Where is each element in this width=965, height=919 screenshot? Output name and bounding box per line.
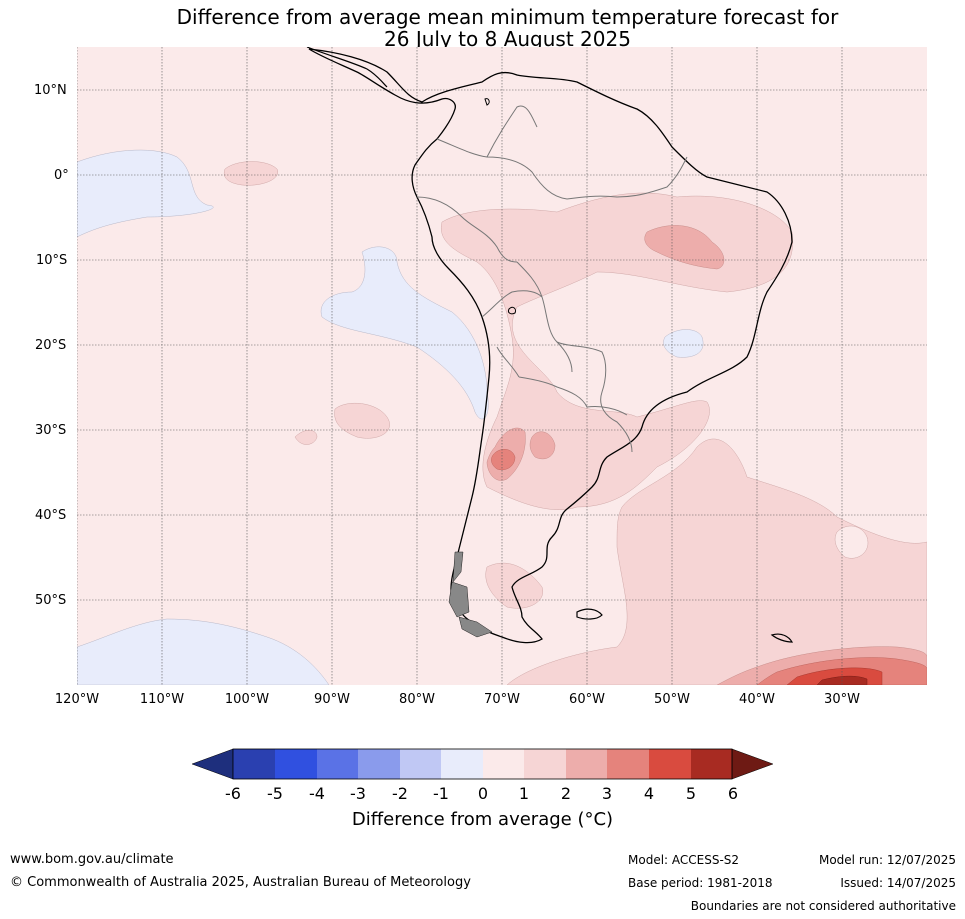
lat-label-0: 0° xyxy=(54,168,69,183)
boundaries-disclaimer: Boundaries are not considered authoritat… xyxy=(690,899,956,913)
anomaly-1-to-2-area-amazon xyxy=(440,192,793,510)
lake-maracaibo xyxy=(484,98,490,106)
anomaly-negative-area-east-pacific xyxy=(320,246,489,420)
colorbar-tick-4: 4 xyxy=(643,784,655,803)
colorbar-tick-6: 6 xyxy=(727,784,739,803)
colorbar-segment-minus-5-to-minus-4 xyxy=(275,749,317,779)
colorbar-label: Difference from average (°C) xyxy=(351,809,614,830)
lon-label-80w: 80°W xyxy=(399,692,435,707)
colorbar-segment-3-to-4 xyxy=(607,749,649,779)
anomaly-1-to-2-area-small-equator xyxy=(224,161,278,186)
anomaly-0-to-1-hole-south-atlantic xyxy=(834,525,869,559)
colorbar xyxy=(192,748,774,780)
colorbar-segment-minus-4-to-minus-3 xyxy=(317,749,358,779)
website-url: www.bom.gov.au/climate xyxy=(10,852,174,867)
model-run-date: Model run: 12/07/2025 xyxy=(818,853,956,867)
colorbar-tick-0: 0 xyxy=(477,784,489,803)
graticule xyxy=(77,47,927,685)
colorbar-segment-minus-6-to-minus-5 xyxy=(233,749,275,779)
anomaly-negative-area-west-equator xyxy=(77,149,214,238)
south-america-coastline xyxy=(308,48,793,644)
lon-label-40w: 40°W xyxy=(739,692,775,707)
anomaly-1-to-2-area-south-atlantic xyxy=(506,438,927,685)
colorbar-segment-1-to-2 xyxy=(524,749,566,779)
lake-titicaca xyxy=(508,306,516,315)
colorbar-segment-below-minus-6 xyxy=(192,748,234,780)
base-period: Base period: 1981-2018 xyxy=(628,876,773,890)
anomaly-2-to-3-area-argentina-east xyxy=(529,431,556,460)
lon-label-30w: 30°W xyxy=(824,692,860,707)
colorbar-segment-4-to-5 xyxy=(649,749,691,779)
country-borders xyxy=(416,105,688,453)
copyright-notice: © Commonwealth of Australia 2025, Austra… xyxy=(10,875,471,890)
colorbar-segment-5-to-6 xyxy=(691,749,732,779)
model-name: Model: ACCESS-S2 xyxy=(628,853,740,867)
lon-label-50w: 50°W xyxy=(654,692,690,707)
colorbar-tick-3: 3 xyxy=(601,784,613,803)
colorbar-segment-minus-1-to-0 xyxy=(441,749,483,779)
issued-date: Issued: 14/07/2025 xyxy=(840,876,956,890)
colorbar-tick--3: -3 xyxy=(350,784,366,803)
falkland-islands xyxy=(576,608,603,620)
colorbar-segment-minus-3-to-minus-2 xyxy=(358,749,400,779)
forecast-map xyxy=(77,47,927,685)
colorbar-tick--2: -2 xyxy=(392,784,408,803)
colorbar-segment-above-6 xyxy=(731,748,774,780)
central-america-coastline xyxy=(306,47,388,88)
colorbar-tick--1: -1 xyxy=(433,784,449,803)
map-title-line-1: Difference from average mean minimum tem… xyxy=(176,5,839,29)
anomaly-3-to-4-area-argentina xyxy=(491,449,516,471)
lat-label-10n: 10°N xyxy=(34,83,67,98)
anomaly-1-to-2-area-pacific-30s xyxy=(334,402,390,439)
colorbar-tick-5: 5 xyxy=(685,784,697,803)
anomaly-negative-area-brazil xyxy=(663,329,704,358)
anomaly-negative-area-south-pacific xyxy=(77,618,330,685)
anomaly-1-to-2-area-pacific-30s-small xyxy=(294,430,318,445)
lat-label-10s: 10°S xyxy=(36,253,68,268)
lat-label-20s: 20°S xyxy=(35,338,67,353)
chile-archipelago xyxy=(448,551,493,638)
colorbar-segment-2-to-3 xyxy=(566,749,607,779)
lat-label-30s: 30°S xyxy=(35,423,67,438)
lon-label-110w: 110°W xyxy=(139,692,185,707)
lat-label-40s: 40°S xyxy=(35,508,67,523)
colorbar-segment-0-to-1 xyxy=(483,749,524,779)
lat-label-50s: 50°S xyxy=(35,593,67,608)
map-title-line-2: 26 July to 8 August 2025 xyxy=(384,27,631,51)
anomaly-2-to-3-area-brazil xyxy=(644,225,725,270)
colorbar-tick--5: -5 xyxy=(267,784,283,803)
lon-label-70w: 70°W xyxy=(484,692,520,707)
colorbar-tick--6: -6 xyxy=(225,784,241,803)
colorbar-frame xyxy=(232,748,733,780)
lon-label-60w: 60°W xyxy=(569,692,605,707)
colorbar-segment-minus-2-to-minus-1 xyxy=(400,749,441,779)
lon-label-90w: 90°W xyxy=(314,692,350,707)
south-georgia xyxy=(770,633,794,643)
colorbar-tick-2: 2 xyxy=(560,784,572,803)
colorbar-tick--4: -4 xyxy=(309,784,325,803)
lon-label-120w: 120°W xyxy=(54,692,100,707)
colorbar-tick-1: 1 xyxy=(518,784,530,803)
lon-label-100w: 100°W xyxy=(224,692,270,707)
